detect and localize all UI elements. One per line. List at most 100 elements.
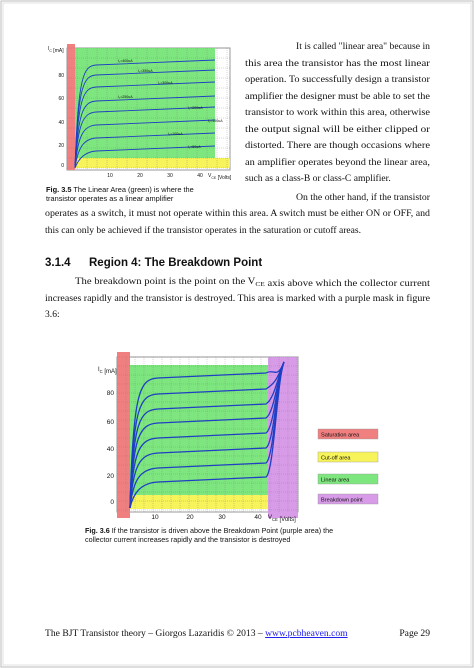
legend-label: Linear area [321,478,350,484]
x-tick-label: 20 [186,514,194,521]
y-tick-label: 20 [58,143,64,149]
footer-title: The BJT Transistor theory – Giorgos Laza… [45,628,265,639]
paragraph-line: operates as a switch, it must not operat… [45,208,430,219]
y-tick-label: 60 [58,96,64,102]
paragraph-line: The breakdown point is the point on the … [75,276,430,289]
characteristic-curve [74,132,216,169]
text-run: It is called "linear area" because in [296,41,430,52]
figure-caption: transistor operates as a linear amplifie… [46,194,174,203]
text-run: [mA] [103,369,117,375]
y-tick-label: 0 [110,499,114,506]
curve-label: I₁=250uA [118,95,133,99]
y-axis-label: IC [mA] [48,46,64,54]
x-tick-label: 30 [167,173,173,179]
figure-caption: Fig. 3.5 The Linear Area (green) is wher… [46,185,194,194]
characteristic-curve [129,361,285,509]
legend-swatch [317,428,379,440]
paragraph-line: On the other hand, if the transistor [296,192,431,203]
text-run: On the other hand, if the transistor [296,192,431,203]
paragraph-line: It is called "linear area" because in [296,41,430,52]
text-run: an amplifier operates beyond the linear … [245,157,430,168]
curve-label: I₁=300uA [158,81,173,85]
linear-area [75,48,215,158]
section-title: Region 4: The Breakdown Point [89,257,262,269]
text-run: operation. To successfully design a tran… [245,74,431,85]
x-tick-label: 20 [137,173,143,179]
cutoff-area [130,495,268,509]
x-axis-label: VCE [Volts] [208,173,232,181]
paragraph-line: this can only be achieved if the transis… [45,225,361,236]
footer-link: www.pcbheaven.com [265,628,348,639]
figure-caption: collector current increases rapidly and … [85,535,290,544]
paragraph-line: amplifier the designer must be able to s… [245,91,430,102]
text-run: V [208,173,212,179]
legend-label: Breakdown point [321,498,363,504]
text-run: axis above which the collector current [265,278,430,289]
text-run: transistor to work within this area, oth… [245,107,430,118]
legend-label: Cut-off area [321,456,351,462]
subscript: CE [272,517,278,522]
characteristic-curve [129,361,285,509]
y-tick-label: 20 [107,473,115,480]
curve-label: I₁=50uA [188,145,201,149]
characteristic-curve [74,119,216,169]
text-run: amplifier the designer must be able to s… [245,91,430,102]
y-tick-label: 80 [107,390,115,397]
paragraph-line: such as a class-B or class-C amplifier. [245,173,391,184]
saturation-area [117,352,130,518]
subscript: CE [211,176,217,180]
text-run: [Volts] [216,175,232,181]
x-tick-label: 30 [218,514,226,521]
x-axis-label: VCE [Volts] [268,515,296,523]
curve-label: I₁=100uA [168,132,183,136]
caption-text: The Linear Area (green) is where the [71,185,193,194]
characteristic-curve [74,106,216,169]
y-tick-label: 60 [107,419,115,426]
linear-area [130,365,268,495]
page-number: Page 29 [399,628,430,639]
y-axis-label: IC [mA] [98,367,117,375]
characteristic-curve [129,361,285,509]
figure-caption: Fig. 3.6 If the transistor is driven abo… [85,526,333,535]
text-run: [Volts] [278,517,296,523]
text-run: the output signal will be either clipped… [245,124,431,135]
legend-label: Saturation area [321,433,360,439]
section-number: 3.1.4 [45,257,71,269]
x-tick-label: 40 [254,514,262,521]
y-tick-label: 80 [58,73,64,79]
paragraph-line: operation. To successfully design a tran… [245,74,431,85]
text-run: The breakdown point is the point on the … [75,276,255,287]
paragraph-line: an amplifier operates beyond the linear … [245,157,430,168]
saturation-area [67,44,75,170]
text-run: [mA] [52,48,64,54]
caption-text: transistor operates as a linear amplifie… [46,194,174,203]
subscript: C [100,369,103,374]
x-tick-label: 10 [107,173,113,179]
caption-text: If the transistor is driven above the Br… [110,526,333,535]
text-run: distorted. There are though occasions wh… [245,140,430,151]
text-run: 3.6: [45,309,60,320]
footer-text: The BJT Transistor theory – Giorgos Laza… [45,628,348,639]
x-tick-label: 40 [197,173,203,179]
text-run: increases rapidly and the transistor is … [45,293,430,304]
caption-text: collector current increases rapidly and … [85,535,290,544]
x-tick-label: 10 [151,514,159,521]
paragraph-line: distorted. There are though occasions wh… [245,140,430,151]
curve-label: I₁=200uA [188,106,203,110]
text-run: I [48,46,49,52]
curve-label: I₁=350uA [138,69,153,73]
y-tick-label: 40 [107,446,115,453]
curve-label: I₁=150uA [208,119,223,123]
legend-swatch [317,451,379,463]
text-run: I [98,367,100,373]
caption-label: Fig. 3.5 [46,185,71,194]
y-tick-label: 0 [61,163,64,169]
paragraph-line: 3.6: [45,309,60,320]
paragraph-line: transistor to work within this area, oth… [245,107,430,118]
characteristic-curve [129,361,285,509]
subscript: C [49,49,52,53]
y-tick-label: 40 [58,120,64,126]
paragraph-line: increases rapidly and the transistor is … [45,293,430,304]
